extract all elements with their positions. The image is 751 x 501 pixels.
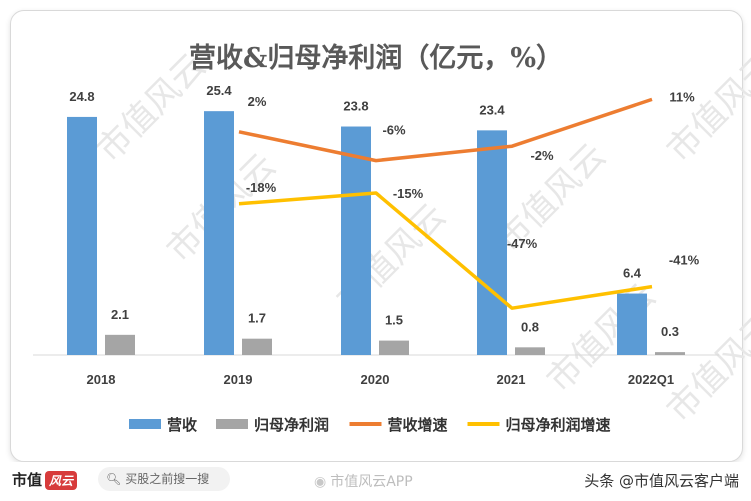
series-line <box>238 97 653 163</box>
bar <box>204 111 234 355</box>
bar <box>341 126 371 356</box>
bar <box>379 340 409 355</box>
bar-value-label: 24.8 <box>69 89 94 104</box>
line-value-label: 2% <box>248 94 267 109</box>
search-placeholder: 买股之前搜一搜 <box>125 472 210 486</box>
bar <box>242 338 272 355</box>
line-value-label: -41% <box>669 253 700 268</box>
bar-value-label: 0.8 <box>521 319 539 334</box>
chart: 营收&归母净利润（亿元，%） 24.8 25.4 23.8 23.4 6.4 2.1 1.7 1… <box>33 42 719 434</box>
bar <box>477 130 507 355</box>
bar-value-label: 23.4 <box>479 102 505 117</box>
bar <box>655 352 685 355</box>
bar-value-label: 0.3 <box>661 324 679 339</box>
brand-text: 市值 <box>12 471 43 489</box>
weibo-icon: ◉ <box>314 474 327 490</box>
line-value-label: -18% <box>246 180 277 195</box>
app-link[interactable]: ◉ 市值风云APP <box>314 471 413 491</box>
line-value-label: -2% <box>530 148 554 163</box>
x-tick-label: 2018 <box>87 372 116 387</box>
line-value-label: 11% <box>669 89 695 104</box>
series-line <box>238 191 653 310</box>
bar <box>67 116 97 355</box>
legend-label: 营收 <box>167 416 197 434</box>
chart-title: 营收&归母净利润（亿元，%） <box>189 42 563 74</box>
app-name: 市值风云APP <box>330 474 413 490</box>
bottom-bar: 市值 风云 🔍︎ 买股之前搜一搜 ◉ 市值风云APP 头条 @市值风云客户端 <box>0 462 751 501</box>
brand-logo: 风云 <box>45 471 78 490</box>
credit-label: 头条 @市值风云客户端 <box>584 472 739 490</box>
bar <box>105 334 135 355</box>
bar-value-label: 1.7 <box>248 311 266 326</box>
brand[interactable]: 市值 风云 <box>12 469 78 490</box>
search-icon: 🔍︎ <box>106 472 122 486</box>
x-tick-label: 2020 <box>361 372 390 387</box>
x-tick-label: 2022Q1 <box>628 372 674 387</box>
legend-label: 归母净利润增速 <box>506 416 611 434</box>
bar-value-label: 1.5 <box>385 313 403 328</box>
bar <box>515 347 545 355</box>
line-value-label: -6% <box>382 123 406 138</box>
legend-label: 归母净利润 <box>254 416 329 434</box>
search-box[interactable]: 🔍︎ 买股之前搜一搜 <box>98 467 230 491</box>
x-tick-label: 2019 <box>224 372 253 387</box>
chart-card: 市值风云 市值风云 市值风云 市值风云 市值风云 市值风云 市值风云 营收&归母… <box>10 10 751 462</box>
bar-value-label: 23.8 <box>343 99 368 114</box>
legend-label: 营收增速 <box>388 416 448 434</box>
bar-value-label: 25.4 <box>206 83 232 98</box>
bar-value-label: 6.4 <box>623 266 642 281</box>
bar <box>617 293 647 355</box>
line-value-label: -47% <box>507 236 538 251</box>
legend-swatch <box>129 419 161 429</box>
x-tick-label: 2021 <box>497 372 526 387</box>
line-value-label: -15% <box>393 186 424 201</box>
legend-swatch <box>216 419 248 429</box>
bar-value-label: 2.1 <box>111 307 129 322</box>
